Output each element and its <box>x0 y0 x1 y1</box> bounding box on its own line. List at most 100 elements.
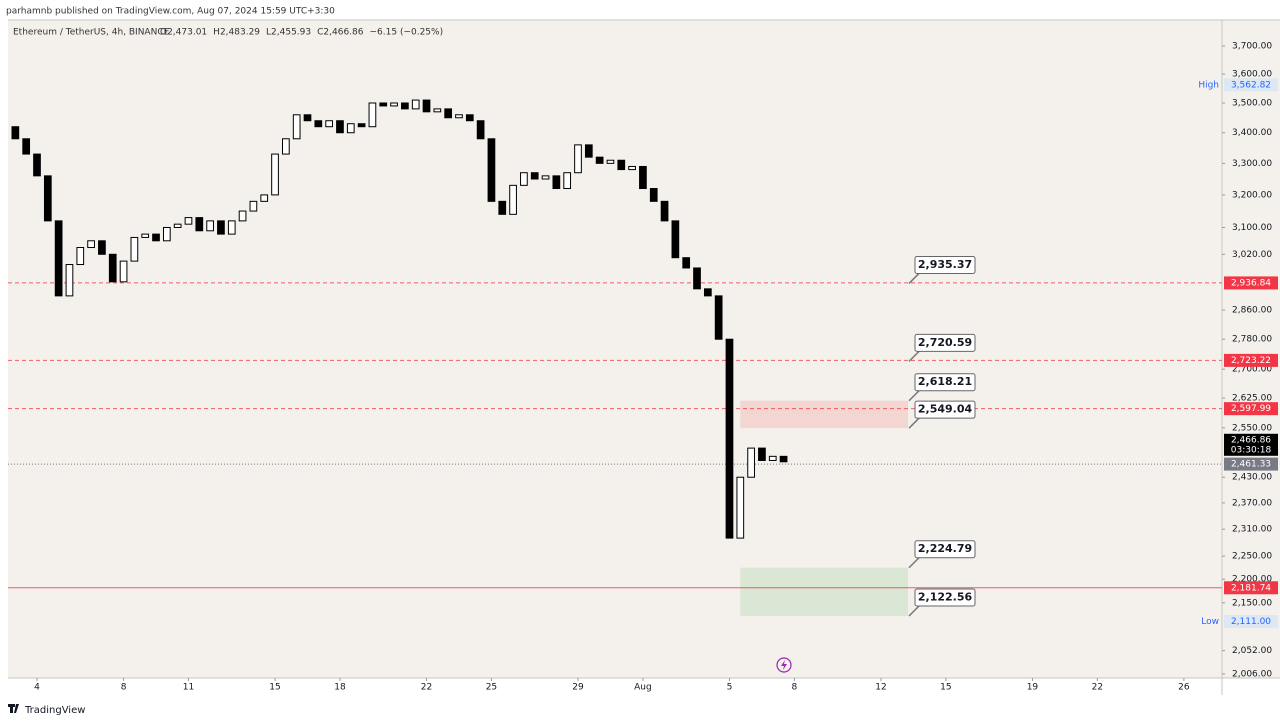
candle-body <box>162 226 171 242</box>
x-tick-label: 22 <box>1092 683 1103 693</box>
candle-body <box>282 138 290 155</box>
callout-label: 2,935.37 <box>918 258 972 271</box>
level-price-label: 2,723.22 <box>1231 356 1271 366</box>
event-circle <box>776 657 792 673</box>
candle-body <box>22 138 31 155</box>
high-name: High <box>1198 80 1219 90</box>
candle-body <box>141 233 150 238</box>
callout-tail <box>908 416 921 429</box>
callout-label: 2,224.79 <box>918 542 972 555</box>
y-tick-label: 3,020.00 <box>1232 250 1272 260</box>
candle-body <box>390 102 398 107</box>
candle-body <box>779 455 788 463</box>
candle-body <box>520 172 528 186</box>
callout-tail <box>908 389 921 402</box>
y-tick-label: 2,625.00 <box>1232 394 1272 404</box>
logo-mark <box>8 704 19 713</box>
callout-tail <box>908 556 921 569</box>
x-tick-label: 15 <box>269 683 280 693</box>
zone <box>740 567 909 616</box>
level-price-box <box>1224 353 1278 367</box>
y-tick-label: 3,200.00 <box>1232 190 1272 200</box>
current-price-label: 2,466.86 <box>1231 435 1271 445</box>
ohlc-legend: O2,473.01 H2,483.29 L2,455.93 C2,466.86 −6.1… <box>160 28 443 38</box>
x-tick-label: 12 <box>875 683 886 693</box>
candle-body <box>65 264 74 297</box>
candle-body <box>476 120 485 140</box>
candle-body <box>725 338 734 539</box>
x-tick-label: 26 <box>1178 683 1190 693</box>
candle-body <box>119 260 128 283</box>
candle-body <box>747 447 755 478</box>
candle-body <box>379 102 388 107</box>
candle-body <box>346 123 355 134</box>
event-icon[interactable] <box>776 657 792 673</box>
candle-body <box>498 200 507 215</box>
candle-body <box>260 194 269 202</box>
candle-body <box>639 165 647 190</box>
countdown: 03:30:18 <box>1231 445 1272 455</box>
candle-body <box>130 236 139 262</box>
candle-body <box>574 144 582 174</box>
y-tick-label: 2,150.00 <box>1232 598 1272 608</box>
candle-body <box>11 126 20 140</box>
candle-body <box>249 200 258 212</box>
candle-body <box>303 114 312 122</box>
last-price-box <box>1224 457 1278 471</box>
candle-body <box>595 156 604 164</box>
candle-body <box>325 120 333 128</box>
y-tick-label: 2,250.00 <box>1232 552 1272 562</box>
y-tick-label: 3,300.00 <box>1232 159 1272 169</box>
candle-body <box>227 220 236 235</box>
candle-body <box>33 153 41 177</box>
footer-logo: TradingView <box>8 704 85 716</box>
y-tick-label: 2,370.00 <box>1232 498 1272 508</box>
ohlc-value: −6.15 (−0.25%) <box>370 28 444 38</box>
candle-body <box>758 447 766 461</box>
callout-tail <box>908 271 921 284</box>
y-tick-label: 3,500.00 <box>1232 98 1272 108</box>
level-price-box <box>1224 581 1278 595</box>
callout-box <box>914 373 976 392</box>
x-tick-label: 11 <box>183 683 194 693</box>
callout-label: 2,549.04 <box>918 403 973 416</box>
candle-body <box>552 175 561 190</box>
y-tick-label: 2,430.00 <box>1232 473 1272 483</box>
current-price-box <box>1224 433 1278 456</box>
low-name: Low <box>1201 617 1219 627</box>
candle-body <box>465 114 474 122</box>
candle-body <box>411 99 420 110</box>
candle-body <box>314 120 323 128</box>
candle-body <box>217 220 225 235</box>
candle-body <box>184 217 193 225</box>
candle-body <box>108 253 117 283</box>
candle-body <box>98 240 106 255</box>
candle-body <box>271 153 279 196</box>
x-tick-label: 8 <box>792 683 798 693</box>
y-tick-label: 3,100.00 <box>1232 223 1272 233</box>
price-axis-area <box>1222 20 1280 678</box>
callout-box <box>914 255 976 274</box>
level-price-label: 2,181.74 <box>1231 583 1271 593</box>
candle-body <box>628 165 636 171</box>
x-tick-label: 8 <box>121 683 127 693</box>
x-tick-label: 25 <box>486 683 497 693</box>
y-tick-label: 3,700.00 <box>1232 42 1272 52</box>
x-tick-label: Aug <box>634 683 652 693</box>
x-tick-label: 29 <box>572 683 584 693</box>
candle-body <box>693 267 701 290</box>
candle-body <box>487 138 496 202</box>
high-box <box>1224 78 1278 92</box>
event-bolt <box>781 660 787 670</box>
level-price-label: 2,936.84 <box>1231 278 1271 288</box>
x-tick-label: 18 <box>334 683 346 693</box>
y-tick-label: 2,200.00 <box>1232 575 1272 585</box>
candle-body <box>336 120 344 134</box>
ohlc-value: O2,473.01 <box>160 28 207 38</box>
callout-box <box>914 588 976 607</box>
publisher: parhamnb published on TradingView.com, A… <box>6 7 335 17</box>
y-tick-label: 3,600.00 <box>1232 70 1272 80</box>
low-box <box>1224 615 1278 629</box>
candle-body <box>606 159 615 164</box>
